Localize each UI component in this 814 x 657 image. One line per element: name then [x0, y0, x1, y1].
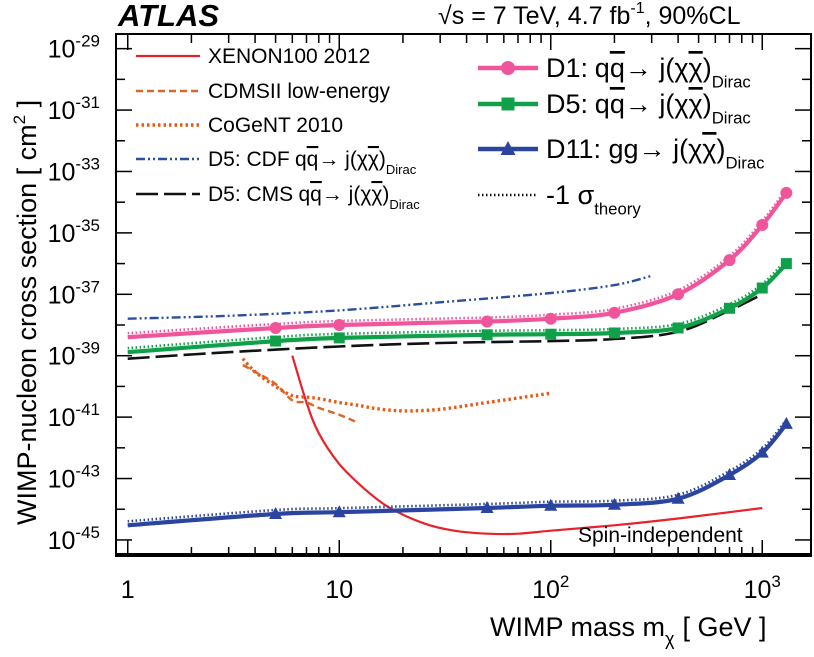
- marker-d1-4: [544, 312, 557, 325]
- marker-d11-3: [480, 500, 494, 513]
- y-tick-label-2: 10-41: [48, 400, 100, 432]
- header-lumi-exponent: -1: [630, 0, 644, 17]
- y-tick-label-3: 10-39: [48, 339, 100, 371]
- marker-d11-7: [722, 468, 736, 481]
- legend-label-cms: D5: CMS qq→ j(χχ)Dirac: [208, 183, 420, 212]
- y-axis-label: WIMP-nucleon cross section [ cm: [12, 124, 42, 525]
- marker-d1-1: [269, 321, 282, 334]
- marker-d11-6: [671, 491, 685, 504]
- spin-independent-annotation: Spin-independent: [578, 524, 743, 547]
- legend-marker-d5: [501, 97, 515, 111]
- header-energy-lumi: = 7 TeV, 4.7 fb: [471, 2, 630, 30]
- marker-d11-2: [332, 505, 346, 518]
- marker-d5-8: [756, 282, 768, 294]
- marker-d11-8: [755, 445, 769, 458]
- header-cl: , 90%CL: [645, 2, 741, 30]
- y-tick-label-5: 10-35: [48, 216, 100, 248]
- marker-d5-7: [723, 302, 735, 314]
- x-tick-label-1: 10: [325, 576, 353, 604]
- legend-label-d11: D11: gg→ j(χχ)Dirac: [546, 134, 765, 172]
- marker-d1-6: [672, 288, 685, 301]
- axis-ticks: [116, 34, 811, 556]
- marker-d1-9: [780, 186, 793, 199]
- series-line-cms: [127, 293, 763, 360]
- x-axis-label-sub: χ: [665, 629, 675, 649]
- marker-d11-4: [544, 498, 558, 511]
- series-line-d5: [127, 262, 788, 355]
- marker-d5-1: [270, 335, 282, 347]
- x-axis-title: WIMP mass mχ [ GeV ]: [490, 612, 767, 649]
- y-tick-label-8: 10-29: [48, 32, 100, 64]
- legend-label-cdf: D5: CDF qq→ j(χχ)Dirac: [208, 148, 417, 177]
- y-axis-label-sup: 2: [10, 115, 29, 124]
- y-tick-labels: 10-45 10-43 10-41 10-39 10-37 10-35 10-33 10-31…: [48, 32, 100, 555]
- y-tick-label-4: 10-37: [48, 277, 100, 309]
- theory-band-d11: [127, 419, 788, 523]
- legend-label-cdms: CDMSII low-energy: [208, 80, 391, 103]
- x-tick-labels: 1 10 102 103: [121, 572, 781, 604]
- header-sqrt: √s: [438, 2, 464, 30]
- atlas-logo-text: ATLAS: [117, 0, 219, 33]
- series-line-d1: [127, 191, 789, 340]
- series-line-cdf: [127, 274, 653, 320]
- marker-d5-9: [780, 258, 792, 270]
- legend-marker-d11: [500, 141, 516, 155]
- marker-d1-8: [756, 219, 769, 232]
- legend-label-cogent: CoGeNT 2010: [208, 114, 343, 137]
- marker-d1-7: [723, 254, 736, 267]
- x-tick-label-3: 103: [744, 572, 781, 604]
- marker-d11-5: [607, 497, 621, 510]
- y-axis-label-end: ]: [12, 100, 42, 115]
- marker-d11-9: [779, 416, 793, 429]
- marker-d5-2: [333, 332, 345, 344]
- marker-d5-3: [481, 329, 493, 341]
- data-series: [127, 186, 793, 536]
- marker-d5-5: [608, 327, 620, 339]
- x-tick-label-2: 102: [532, 572, 569, 604]
- marker-d1-2: [333, 319, 346, 332]
- series-line-cogent: [241, 357, 552, 413]
- y-tick-label-0: 10-45: [48, 523, 100, 555]
- y-tick-label-1: 10-43: [48, 462, 100, 494]
- marker-d1-5: [608, 306, 621, 319]
- theory-band-d5: [127, 258, 788, 350]
- series-line-xenon: [291, 355, 763, 536]
- series-line-d11: [127, 422, 789, 528]
- marker-d5-6: [672, 322, 684, 334]
- legend: XENON100 2012 CDMSII low-energy CoGeNT 201…: [136, 45, 765, 218]
- legend-label-d5: D5: qq→ j(χχ)Dirac: [546, 89, 751, 127]
- x-axis-unit: [ GeV ]: [682, 612, 766, 642]
- y-tick-label-6: 10-33: [48, 154, 100, 186]
- legend-marker-d1: [501, 61, 515, 75]
- legend-label-d1: D1: qq→ j(χχ)Dirac: [546, 53, 751, 91]
- header-text: √s = 7 TeV, 4.7 fb-1, 90%CL: [438, 0, 741, 30]
- marker-d1-3: [481, 315, 494, 328]
- marker-d5-4: [545, 328, 557, 340]
- x-tick-label-0: 1: [121, 576, 135, 604]
- marker-d11-1: [269, 506, 283, 519]
- theory-band-d1: [127, 188, 788, 335]
- y-tick-label-7: 10-31: [48, 93, 100, 125]
- series-line-cdms: [242, 363, 357, 424]
- y-axis-title: WIMP-nucleon cross section [ cm2 ]: [10, 100, 42, 525]
- legend-label-theory: -1 σtheory: [546, 180, 641, 218]
- legend-label-xenon: XENON100 2012: [208, 45, 370, 68]
- x-axis-label: WIMP mass m: [490, 612, 665, 642]
- chart-header: √s = 7 TeV, 4.7 fb-1, 90%CL: [438, 0, 741, 30]
